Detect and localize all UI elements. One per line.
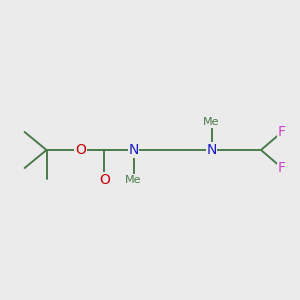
Text: F: F bbox=[278, 125, 286, 139]
Text: Me: Me bbox=[203, 117, 220, 128]
Text: F: F bbox=[278, 161, 286, 175]
Text: O: O bbox=[99, 173, 110, 187]
Text: O: O bbox=[75, 143, 86, 157]
Text: N: N bbox=[128, 143, 139, 157]
Text: Me: Me bbox=[125, 175, 142, 185]
Text: N: N bbox=[206, 143, 217, 157]
